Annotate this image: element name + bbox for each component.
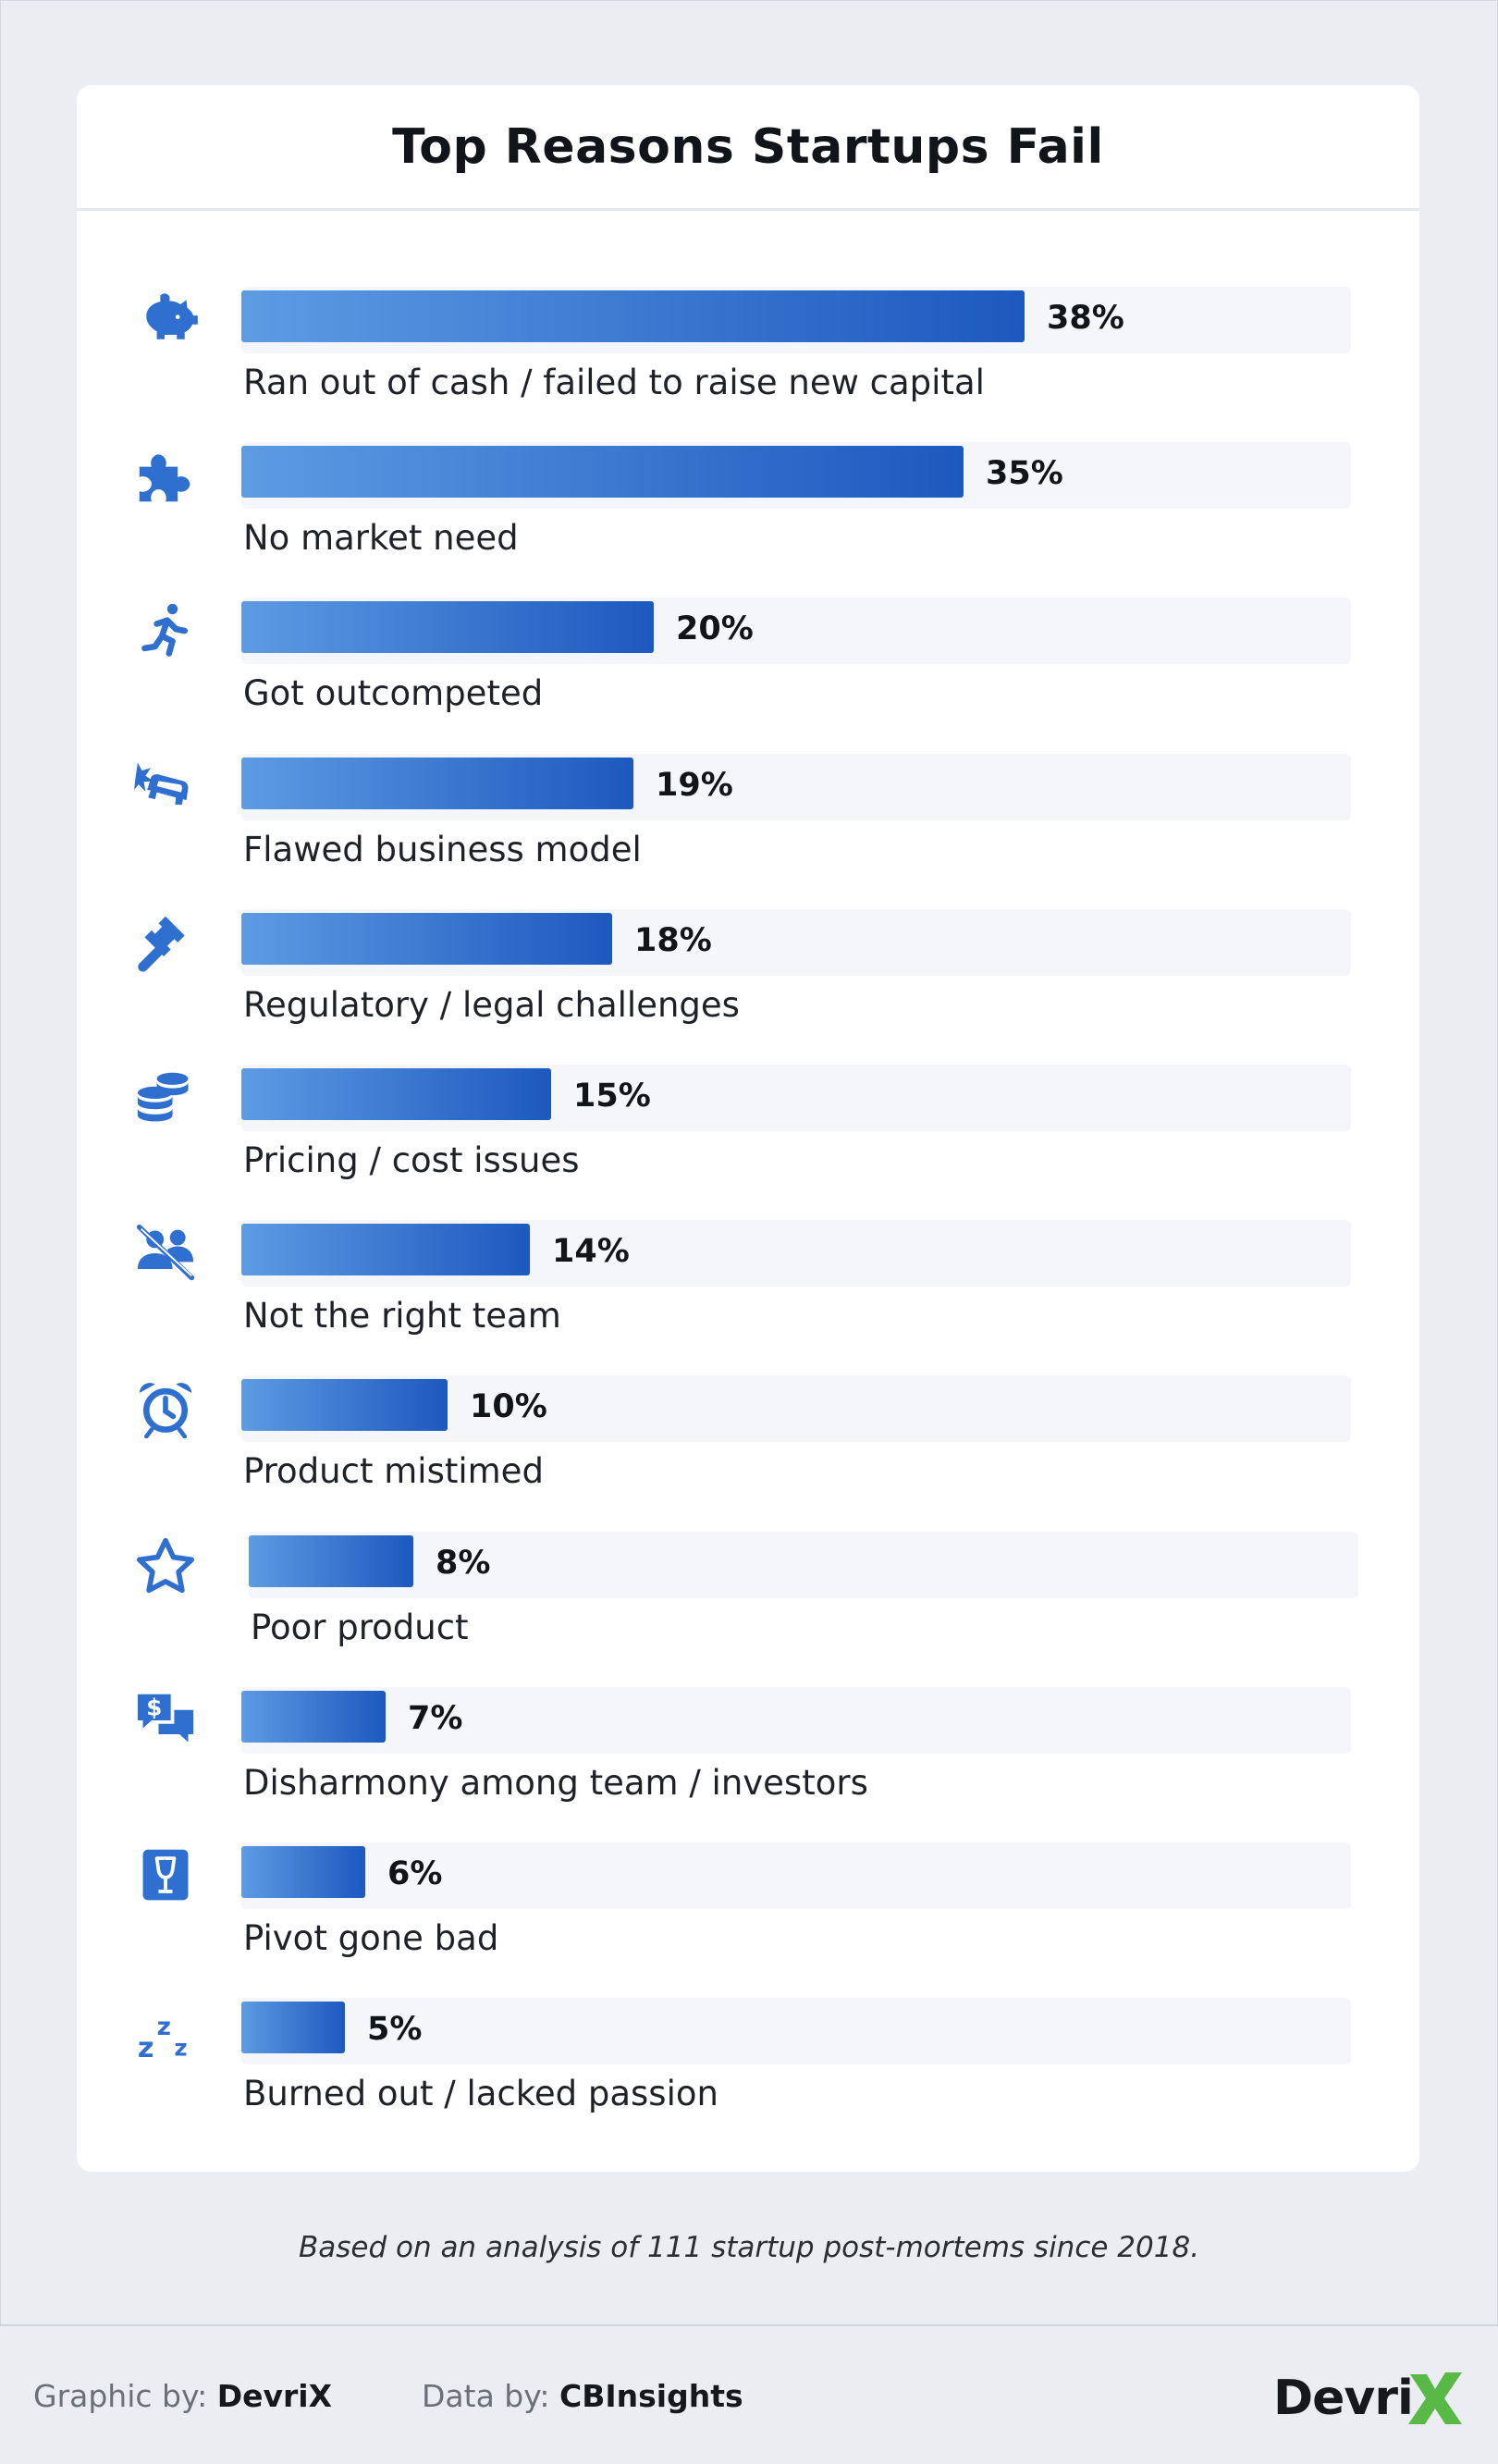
bar-track: 19% — [241, 754, 1351, 820]
bar-category-label: No market need — [243, 518, 519, 558]
bar-category-label: Got outcompeted — [243, 673, 544, 713]
bar — [241, 290, 1025, 342]
bar-value-label: 15% — [573, 1078, 651, 1115]
bar — [241, 446, 964, 498]
bar-track: 20% — [241, 598, 1351, 664]
graphic-credit-value: DevriX — [216, 2378, 333, 2414]
bar-category-label: Disharmony among team / investors — [243, 1763, 868, 1803]
logo-text: Devri — [1273, 2371, 1414, 2426]
bar-track: 18% — [241, 909, 1351, 976]
bar-category-label: Flawed business model — [243, 830, 642, 869]
bar-value-label: 6% — [387, 1855, 443, 1892]
bar-row: 6% Pivot gone bad — [77, 1842, 1419, 1981]
logo-x-mark-icon — [1408, 2372, 1462, 2424]
bar — [249, 1535, 413, 1587]
data-credit-value: CBInsights — [559, 2378, 743, 2414]
bar-value-label: 20% — [676, 610, 754, 647]
svg-text:z: z — [157, 2014, 171, 2041]
bar-value-label: 19% — [656, 767, 733, 804]
card-header: Top Reasons Startups Fail — [77, 85, 1419, 211]
bar-track: 6% — [241, 1842, 1351, 1909]
bar-row: 20% Got outcompeted — [77, 598, 1419, 736]
bar-track: 15% — [241, 1065, 1351, 1131]
bar-value-label: 5% — [367, 2011, 423, 2048]
bar — [241, 2002, 345, 2053]
bar-row: 35% No market need — [77, 442, 1419, 581]
bar-value-label: 10% — [470, 1388, 547, 1425]
puzzle-icon — [129, 442, 203, 509]
bar-track: 14% — [241, 1220, 1351, 1287]
bar-track: 5% — [241, 1998, 1351, 2064]
team-slash-icon — [129, 1220, 203, 1287]
svg-text:z: z — [138, 2032, 154, 2061]
bar-row: 19% Flawed business model — [77, 754, 1419, 893]
gavel-icon — [129, 909, 203, 976]
fragile-box-icon — [129, 1842, 203, 1909]
bar-category-label: Product mistimed — [243, 1451, 544, 1491]
source-note: Based on an analysis of 111 startup post… — [298, 2231, 1200, 2264]
running-person-icon — [129, 598, 203, 664]
bar-category-label: Pivot gone bad — [243, 1918, 499, 1958]
bar-row: 18% Regulatory / legal challenges — [77, 909, 1419, 1048]
svg-text:$: $ — [146, 1694, 162, 1720]
bar-row: 38% Ran out of cash / failed to raise new… — [77, 287, 1419, 425]
car-crash-icon — [129, 754, 203, 820]
bar-category-label: Pricing / cost issues — [243, 1140, 580, 1180]
bar — [241, 913, 612, 965]
bar-row: 15% Pricing / cost issues — [77, 1065, 1419, 1203]
bar — [241, 1379, 448, 1431]
bar-row: 8% Poor product — [77, 1532, 1419, 1670]
star-icon — [129, 1532, 203, 1598]
bar-value-label: 14% — [552, 1233, 630, 1270]
bar-value-label: 7% — [408, 1700, 463, 1737]
graphic-credit: Graphic by: DevriX — [33, 2378, 332, 2414]
bar-value-label: 38% — [1047, 300, 1124, 337]
bar-category-label: Regulatory / legal challenges — [243, 985, 740, 1025]
chart-title: Top Reasons Startups Fail — [392, 118, 1104, 175]
bar-value-label: 18% — [634, 922, 712, 959]
bar-row: $7% Disharmony among team / investors — [77, 1687, 1419, 1826]
bar-value-label: 8% — [436, 1545, 491, 1582]
bar-category-label: Poor product — [251, 1608, 469, 1647]
piggy-bank-icon — [129, 287, 203, 353]
footer: Graphic by: DevriX Data by: CBInsights D… — [0, 2324, 1498, 2464]
alarm-clock-icon — [129, 1375, 203, 1442]
bar-track: 38% — [241, 287, 1351, 353]
data-credit-label: Data by: — [422, 2378, 550, 2414]
coins-icon — [129, 1065, 203, 1131]
bar-category-label: Burned out / lacked passion — [243, 2074, 718, 2113]
chart-card: Top Reasons Startups Fail 38% Ran out of … — [77, 85, 1419, 2172]
bar — [241, 1846, 365, 1898]
bar-value-label: 35% — [986, 455, 1063, 492]
bar-track: 7% — [241, 1687, 1351, 1754]
bar — [241, 601, 654, 653]
bar — [241, 1691, 386, 1743]
bar — [241, 1224, 530, 1275]
bar-rows: 38% Ran out of cash / failed to raise new… — [77, 85, 1419, 2172]
data-credit: Data by: CBInsights — [422, 2378, 743, 2414]
bar-category-label: Ran out of cash / failed to raise new ca… — [243, 363, 985, 402]
bar — [241, 758, 633, 809]
bar-row: 10% Product mistimed — [77, 1375, 1419, 1514]
graphic-credit-label: Graphic by: — [33, 2378, 208, 2414]
bar-row: 14% Not the right team — [77, 1220, 1419, 1359]
bar-track: 35% — [241, 442, 1351, 509]
svg-text:z: z — [174, 2034, 187, 2061]
chat-dollar-icon: $ — [129, 1687, 203, 1754]
bar-track: 10% — [241, 1375, 1351, 1442]
bar — [241, 1068, 551, 1120]
devrix-logo[interactable]: Devri — [1273, 2365, 1467, 2430]
bar-track: 8% — [249, 1532, 1358, 1598]
bar-row: z z z 5% Burned out / lacked passion — [77, 1998, 1419, 2137]
bar-category-label: Not the right team — [243, 1296, 561, 1336]
